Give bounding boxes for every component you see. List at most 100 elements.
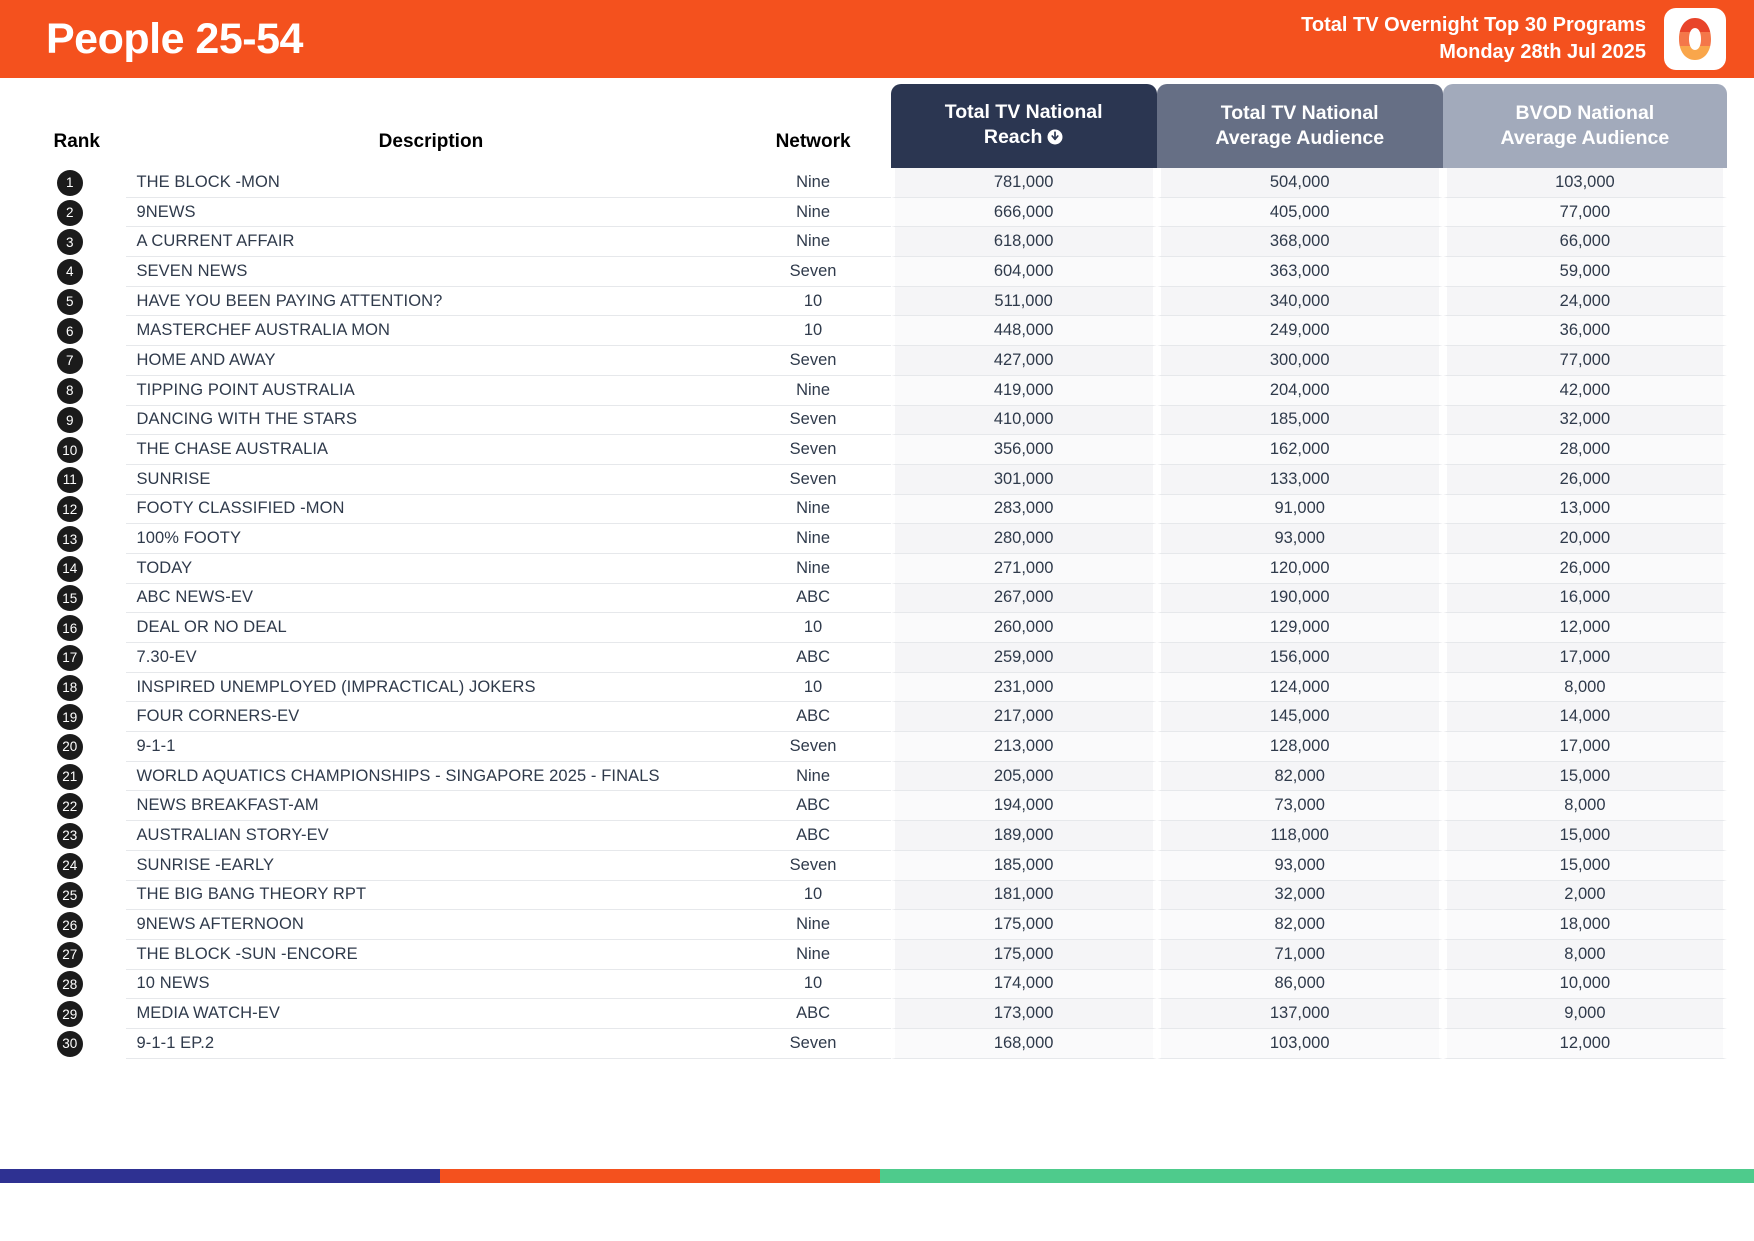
column-header-network[interactable]: Network: [735, 78, 890, 168]
column-header-total-tv-reach[interactable]: Total TV National Reach: [890, 78, 1157, 168]
table-row[interactable]: 23 AUSTRALIAN STORY-EV ABC 189,000 118,000 15…: [27, 821, 1727, 851]
total-tv-average-audience-cell: 103,000: [1156, 1028, 1443, 1059]
program-description-cell: A CURRENT AFFAIR: [126, 227, 736, 258]
bvod-average-audience-cell: 66,000: [1442, 227, 1727, 258]
total-tv-reach-cell: 173,000: [890, 999, 1157, 1029]
table-row[interactable]: 28 10 NEWS 10 174,000 86,000 10,000: [27, 969, 1727, 1000]
column-header-bvod-average-audience[interactable]: BVOD National Average Audience: [1442, 78, 1727, 168]
bvod-average-audience-cell: 13,000: [1442, 494, 1727, 525]
table-row[interactable]: 20 9-1-1 Seven 213,000 128,000 17,000: [27, 732, 1727, 762]
program-description-cell: THE BIG BANG THEORY RPT: [126, 881, 736, 911]
bvod-average-audience-cell: 17,000: [1442, 732, 1727, 762]
table-row[interactable]: 18 INSPIRED UNEMPLOYED (IMPRACTICAL) JOKE…: [27, 672, 1727, 703]
rank-cell: 25: [27, 881, 126, 911]
table-row[interactable]: 5 HAVE YOU BEEN PAYING ATTENTION? 10 511,00…: [27, 286, 1727, 317]
table-row[interactable]: 29 MEDIA WATCH-EV ABC 173,000 137,000 9,000: [27, 999, 1727, 1029]
table-row[interactable]: 26 9NEWS AFTERNOON Nine 175,000 82,000 18,000: [27, 910, 1727, 940]
rank-badge: 25: [56, 882, 83, 909]
table-row[interactable]: 19 FOUR CORNERS-EV ABC 217,000 145,000 14,000: [27, 702, 1727, 733]
rank-cell: 27: [27, 940, 126, 970]
report-date: Monday 28th Jul 2025: [1439, 41, 1646, 63]
table-row[interactable]: 1 THE BLOCK -MON Nine 781,000 504,000 103,000: [27, 168, 1727, 198]
program-description-cell: INSPIRED UNEMPLOYED (IMPRACTICAL) JOKERS: [126, 673, 736, 703]
table-row[interactable]: 4 SEVEN NEWS Seven 604,000 363,000 59,000: [27, 257, 1727, 287]
report-name: Total TV Overnight Top 30 Programs: [1301, 14, 1646, 36]
program-description-cell: SEVEN NEWS: [126, 257, 736, 287]
program-description-cell: THE BLOCK -MON: [126, 168, 736, 198]
network-cell: ABC: [735, 821, 891, 851]
total-tv-reach-cell: 410,000: [890, 405, 1157, 436]
total-tv-average-audience-cell: 133,000: [1156, 464, 1443, 495]
network-cell: ABC: [735, 584, 891, 614]
bvod-average-audience-cell: 8,000: [1442, 791, 1727, 822]
table-row[interactable]: 30 9-1-1 EP.2 Seven 168,000 103,000 12,000: [27, 1028, 1727, 1059]
program-description-cell: DEAL OR NO DEAL: [126, 613, 736, 643]
rank-badge: 22: [56, 793, 83, 820]
table-row[interactable]: 7 HOME AND AWAY Seven 427,000 300,000 77,000: [27, 346, 1727, 376]
total-tv-reach-cell: 175,000: [890, 939, 1157, 970]
total-tv-reach-cell: 231,000: [890, 672, 1157, 703]
rank-badge: 15: [56, 585, 83, 612]
sort-descending-icon[interactable]: [1047, 127, 1063, 152]
total-tv-reach-cell: 189,000: [890, 821, 1157, 851]
table-row[interactable]: 8 TIPPING POINT AUSTRALIA Nine 419,000 204,0…: [27, 375, 1727, 406]
table-row[interactable]: 2 9NEWS Nine 666,000 405,000 77,000: [27, 197, 1727, 228]
column-header-avg-line1: Total TV National: [1220, 102, 1379, 125]
table-row[interactable]: 11 SUNRISE Seven 301,000 133,000 26,000: [27, 464, 1727, 495]
table-row[interactable]: 27 THE BLOCK -SUN -ENCORE Nine 175,000 71,00…: [27, 939, 1727, 970]
table-head: Rank Description Network Total TV Nation…: [27, 78, 1727, 168]
rankings-table: Rank Description Network Total TV Nation…: [27, 78, 1727, 1059]
table-row[interactable]: 16 DEAL OR NO DEAL 10 260,000 129,000 12,000: [27, 613, 1727, 643]
bvod-average-audience-cell: 26,000: [1442, 464, 1727, 495]
table-row[interactable]: 12 FOOTY CLASSIFIED -MON Nine 283,000 91,000…: [27, 494, 1727, 525]
rank-cell: 9: [27, 406, 126, 436]
table-row[interactable]: 13 100% FOOTY Nine 280,000 93,000 20,000: [27, 524, 1727, 554]
table-row[interactable]: 21 WORLD AQUATICS CHAMPIONSHIPS - SINGAPO…: [27, 761, 1727, 792]
column-header-rank[interactable]: Rank: [27, 78, 126, 168]
column-header-reach-line1: Total TV National: [944, 101, 1103, 124]
program-description-cell: AUSTRALIAN STORY-EV: [126, 821, 736, 851]
program-description-cell: SUNRISE -EARLY: [126, 851, 736, 881]
table-body: 1 THE BLOCK -MON Nine 781,000 504,000 103,000…: [27, 168, 1727, 1059]
network-cell: Nine: [735, 554, 891, 584]
total-tv-average-audience-cell: 120,000: [1156, 553, 1443, 584]
bvod-average-audience-cell: 17,000: [1442, 643, 1727, 673]
table-row[interactable]: 15 ABC NEWS-EV ABC 267,000 190,000 16,000: [27, 583, 1727, 614]
table-row[interactable]: 25 THE BIG BANG THEORY RPT 10 181,000 32,000…: [27, 880, 1727, 911]
total-tv-reach-cell: 267,000: [890, 583, 1157, 614]
program-description-cell: HOME AND AWAY: [126, 346, 736, 376]
total-tv-reach-cell: 427,000: [890, 346, 1157, 376]
total-tv-average-audience-cell: 124,000: [1156, 672, 1443, 703]
total-tv-average-audience-cell: 86,000: [1156, 969, 1443, 1000]
rank-badge: 13: [56, 526, 83, 553]
total-tv-average-audience-cell: 91,000: [1156, 494, 1443, 525]
table-row[interactable]: 10 THE CHASE AUSTRALIA Seven 356,000 162,000…: [27, 435, 1727, 465]
rank-cell: 21: [27, 762, 126, 792]
network-cell: 10: [735, 316, 891, 347]
table-row[interactable]: 9 DANCING WITH THE STARS Seven 410,000 185,0…: [27, 405, 1727, 436]
rank-badge: 10: [56, 437, 83, 464]
column-header-total-tv-average-audience-chip: Total TV National Average Audience: [1156, 84, 1443, 168]
rank-badge: 9: [56, 407, 83, 434]
total-tv-reach-cell: 448,000: [890, 316, 1157, 347]
table-row[interactable]: 14 TODAY Nine 271,000 120,000 26,000: [27, 553, 1727, 584]
rank-cell: 15: [27, 584, 126, 614]
network-cell: 10: [735, 673, 891, 703]
table-row[interactable]: 17 7.30-EV ABC 259,000 156,000 17,000: [27, 643, 1727, 673]
total-tv-average-audience-cell: 368,000: [1156, 227, 1443, 258]
rank-cell: 12: [27, 495, 126, 525]
table-row[interactable]: 22 NEWS BREAKFAST-AM ABC 194,000 73,000 8,000: [27, 791, 1727, 822]
rank-badge: 1: [56, 169, 83, 196]
table-row[interactable]: 24 SUNRISE -EARLY Seven 185,000 93,000 15,000: [27, 850, 1727, 881]
table-row[interactable]: 3 A CURRENT AFFAIR Nine 618,000 368,000 66,00…: [27, 227, 1727, 258]
table-row[interactable]: 6 MASTERCHEF AUSTRALIA MON 10 448,000 249,00…: [27, 316, 1727, 347]
column-header-total-tv-average-audience[interactable]: Total TV National Average Audience: [1156, 78, 1443, 168]
bvod-average-audience-cell: 28,000: [1442, 435, 1727, 465]
total-tv-reach-cell: 781,000: [890, 168, 1157, 198]
footer-bar-green: [880, 1169, 1754, 1183]
bvod-average-audience-cell: 26,000: [1442, 553, 1727, 584]
rank-cell: 20: [27, 732, 126, 762]
column-header-description[interactable]: Description: [126, 78, 735, 168]
bvod-average-audience-cell: 14,000: [1442, 702, 1727, 733]
total-tv-average-audience-cell: 137,000: [1156, 999, 1443, 1029]
